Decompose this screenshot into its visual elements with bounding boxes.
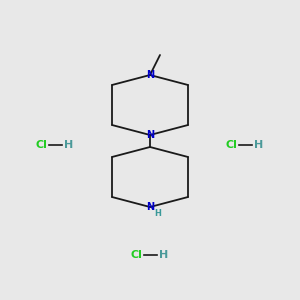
Text: N: N: [146, 130, 154, 140]
Text: H: H: [154, 209, 161, 218]
Text: H: H: [64, 140, 74, 150]
Text: H: H: [254, 140, 264, 150]
Text: Cl: Cl: [35, 140, 47, 150]
Text: Cl: Cl: [130, 250, 142, 260]
Text: N: N: [146, 70, 154, 80]
Text: Cl: Cl: [225, 140, 237, 150]
Text: N: N: [146, 202, 154, 212]
Text: H: H: [159, 250, 169, 260]
